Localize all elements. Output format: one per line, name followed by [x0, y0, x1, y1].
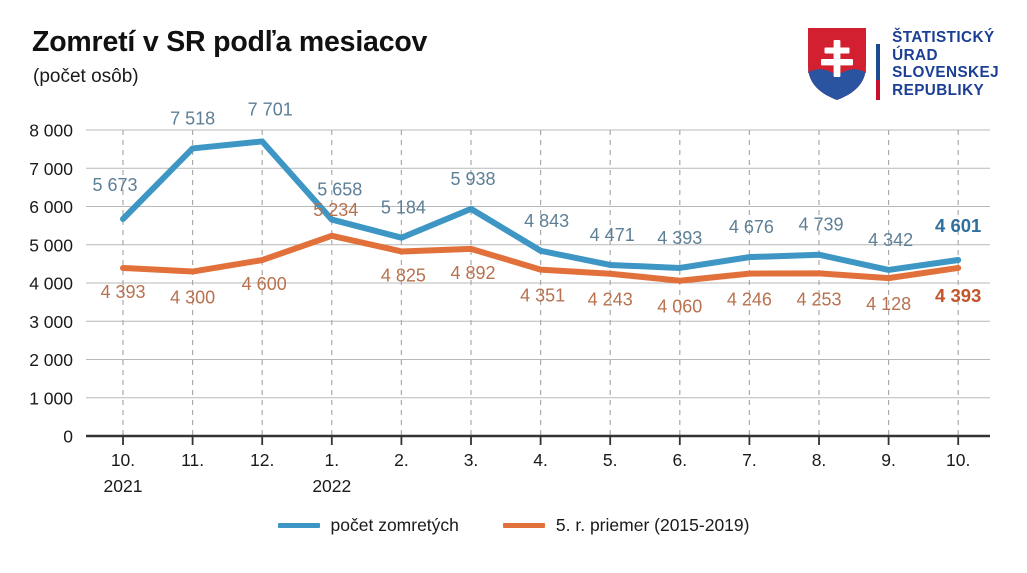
x-tick-label: 5. [603, 450, 618, 470]
slovak-coat-of-arms-shield-icon [808, 28, 867, 100]
y-tick-label: 5 000 [29, 235, 73, 255]
data-label-orange: 4 300 [170, 288, 215, 308]
x-tick-label: 9. [881, 450, 896, 470]
legend-swatch-orange [502, 522, 545, 529]
data-label-blue: 5 184 [381, 198, 426, 218]
x-tick-label: 10. [946, 450, 970, 470]
x-axis-year-label: 2021 [104, 476, 143, 496]
y-tick-label: 1 000 [29, 388, 73, 408]
series-lines [120, 138, 962, 284]
data-label-orange: 4 060 [657, 297, 702, 317]
data-label-blue: 4 676 [729, 217, 774, 237]
statistical-office-logo: ŠTATISTICKÝ ÚRAD SLOVENSKEJ REPUBLIKY [808, 28, 999, 100]
data-label-orange: 4 253 [796, 289, 841, 309]
legend-swatch-blue [277, 522, 320, 529]
data-label-orange: 4 243 [588, 290, 633, 310]
data-label-orange: 5 234 [313, 200, 358, 220]
x-tick-label: 8. [812, 450, 827, 470]
data-label-blue: 4 342 [868, 230, 913, 250]
data-label-blue: 5 673 [92, 175, 137, 195]
data-label-orange: 4 393 [100, 282, 145, 302]
y-tick-label: 7 000 [29, 159, 73, 179]
gridlines [86, 129, 990, 399]
page-title: Zomretí v SR podľa mesiacov [32, 26, 428, 58]
legend-item-5r-priemer[interactable]: 5. r. priemer (2015-2019) [502, 515, 750, 536]
y-tick-label: 6 000 [29, 197, 73, 217]
y-tick-label: 4 000 [29, 274, 73, 294]
x-tick-label: 2. [394, 450, 409, 470]
x-tick-label: 11. [181, 450, 204, 470]
chart-subtitle: (počet osôb) [33, 66, 139, 87]
data-label-blue: 7 701 [248, 99, 293, 119]
logo-text: ŠTATISTICKÝ ÚRAD SLOVENSKEJ REPUBLIKY [892, 28, 999, 99]
x-tick-label: 1. [324, 450, 339, 470]
x-tick-label: 6. [672, 450, 687, 470]
logo-divider [876, 28, 881, 100]
logo-text-line-1: ŠTATISTICKÝ [892, 29, 995, 46]
y-tick-label: 2 000 [29, 350, 73, 370]
data-label-orange: 4 892 [450, 263, 495, 283]
data-label-orange: 4 393 [935, 285, 981, 306]
data-label-orange: 4 128 [866, 294, 911, 314]
x-axis-year-label: 2022 [312, 476, 351, 496]
series-line-orange [120, 232, 962, 284]
y-axis-tick-labels: 0 1 000 2 000 3 000 4 000 5 000 6 000 7 000 8 00… [29, 121, 73, 447]
data-label-blue: 4 393 [657, 228, 702, 248]
data-label-blue: 5 658 [317, 180, 362, 200]
data-label-orange: 4 600 [242, 274, 287, 294]
x-tick-label: 7. [742, 450, 757, 470]
x-tick-label: 3. [464, 450, 479, 470]
data-label-blue: 4 471 [590, 225, 635, 245]
logo-text-line-2: ÚRAD [892, 46, 938, 64]
data-label-blue: 4 739 [798, 215, 843, 235]
data-point-labels: 5 673 7 518 7 701 5 658 5 184 5 938 4 843 4 471… [92, 99, 981, 316]
data-label-blue: 4 601 [935, 215, 981, 236]
data-label-blue: 5 938 [450, 169, 495, 189]
data-label-blue: 7 518 [170, 108, 215, 128]
logo-text-line-3: SLOVENSKEJ [892, 64, 999, 82]
x-tick-label: 12. [250, 450, 274, 470]
y-tick-label: 3 000 [29, 312, 73, 332]
chart-legend: počet zomretých 5. r. priemer (2015-2019… [0, 515, 1027, 536]
y-tick-label: 8 000 [29, 121, 73, 141]
legend-item-pocet-zomretych[interactable]: počet zomretých [277, 515, 459, 536]
data-label-blue: 4 843 [524, 211, 569, 231]
series-line-blue [120, 138, 962, 273]
x-axis-tick-labels: 10. 11. 12. 1. 2. 3. 4. 5. 6. 7. 8. 9. 10. [111, 450, 971, 470]
x-axis-year-labels: 2021 2022 [104, 476, 352, 496]
x-axis-ticks [122, 436, 960, 445]
legend-label-0: počet zomretých [330, 515, 459, 535]
x-tick-label: 10. [111, 450, 135, 470]
chart-header: Zomretí v SR podľa mesiacov (počet osôb)… [0, 0, 1027, 118]
data-label-orange: 4 351 [520, 286, 565, 306]
y-tick-label: 0 [63, 427, 73, 447]
data-label-orange: 4 825 [381, 265, 426, 285]
logo-text-line-4: REPUBLIKY [892, 81, 985, 99]
legend-label-1: 5. r. priemer (2015-2019) [555, 515, 750, 535]
data-label-orange: 4 246 [727, 290, 772, 310]
x-tick-label: 4. [533, 450, 548, 470]
